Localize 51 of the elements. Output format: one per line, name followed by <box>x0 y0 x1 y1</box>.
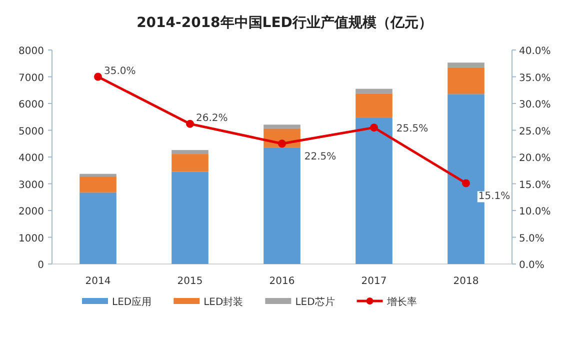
y2-tick-label: 35.0% <box>519 72 551 84</box>
bar <box>172 172 208 264</box>
bar <box>356 88 392 94</box>
y2-tick-label: 5.0% <box>519 233 544 244</box>
point <box>278 140 286 148</box>
bar <box>448 62 484 68</box>
bar <box>448 67 484 94</box>
y2-tick-label: 0.0% <box>519 260 544 271</box>
y-tick-label: 1000 <box>18 233 44 244</box>
bar <box>80 176 116 192</box>
bar <box>264 147 300 264</box>
y-tick-label: 8000 <box>18 46 44 57</box>
data-label: 35.0% <box>104 66 136 77</box>
bar <box>80 174 116 177</box>
point <box>186 120 194 128</box>
y-tick-label: 5000 <box>18 126 44 138</box>
x-tick-label: 2015 <box>177 276 203 287</box>
y2-tick-label: 20.0% <box>519 153 551 164</box>
x-tick-label: 2018 <box>453 276 479 287</box>
x-tick-label: 2017 <box>361 276 387 287</box>
y-tick-label: 6000 <box>18 100 44 110</box>
point <box>94 72 102 81</box>
legend-label: LED芯片 <box>295 296 335 308</box>
point <box>370 124 378 132</box>
bar <box>356 117 392 264</box>
data-label: 26.2% <box>196 112 228 124</box>
bar <box>80 192 116 264</box>
y-tick-label: 2000 <box>18 206 44 218</box>
y-tick-label: 3000 <box>18 180 44 191</box>
legend-label: 增长率 <box>386 296 417 308</box>
bar <box>264 124 300 128</box>
y-tick-label: 0 <box>38 260 44 271</box>
bar <box>172 150 208 154</box>
y2-tick-label: 15.0% <box>519 180 551 191</box>
y-tick-label: 4000 <box>18 153 44 164</box>
data-label: 15.1% <box>478 191 510 202</box>
data-label: 25.5% <box>396 124 428 135</box>
point <box>462 179 470 188</box>
y2-tick-label: 10.0% <box>519 206 551 218</box>
bar <box>356 93 392 118</box>
chart-title: 2014-2018年中国LED行业产值规模（亿元） <box>136 14 432 31</box>
y2-tick-label: 30.0% <box>519 100 551 110</box>
data-label: 22.5% <box>304 152 336 163</box>
x-tick-label: 2014 <box>85 276 111 287</box>
legend-label: LED封装 <box>204 296 244 308</box>
x-tick-label: 2016 <box>269 276 295 287</box>
y2-tick-label: 25.0% <box>519 126 551 138</box>
legend-label: LED应用 <box>112 296 152 308</box>
y-tick-label: 7000 <box>18 72 44 84</box>
y2-tick-label: 40.0% <box>519 46 551 57</box>
bar <box>172 154 208 172</box>
